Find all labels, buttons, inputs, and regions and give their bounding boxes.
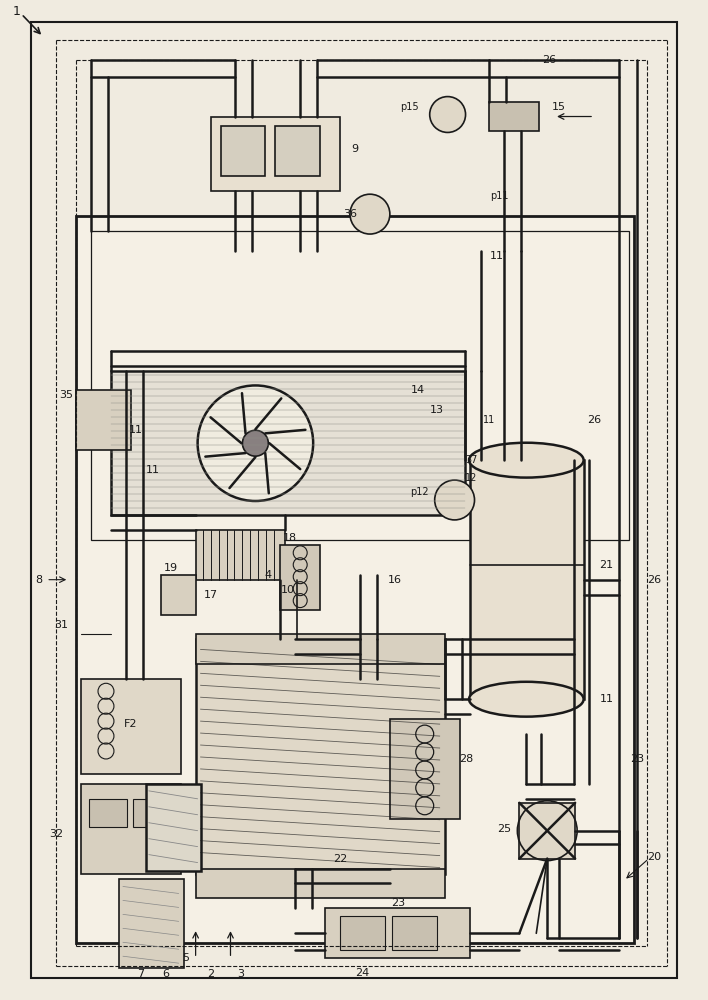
Circle shape bbox=[435, 480, 474, 520]
Text: 14: 14 bbox=[411, 385, 425, 395]
Bar bbox=[392, 916, 437, 950]
Bar bbox=[220, 126, 266, 176]
Bar bbox=[489, 102, 539, 131]
Bar bbox=[325, 908, 469, 958]
Ellipse shape bbox=[469, 443, 583, 478]
Text: 10: 10 bbox=[281, 585, 295, 595]
Bar bbox=[390, 719, 459, 819]
Text: 15: 15 bbox=[552, 102, 566, 112]
Text: p12: p12 bbox=[411, 487, 429, 497]
Text: 17: 17 bbox=[203, 590, 217, 600]
Text: 1: 1 bbox=[13, 5, 21, 18]
Text: 23: 23 bbox=[630, 754, 644, 764]
Circle shape bbox=[350, 194, 390, 234]
Text: 6: 6 bbox=[162, 969, 169, 979]
Text: 25: 25 bbox=[497, 824, 511, 834]
Text: 26: 26 bbox=[542, 55, 556, 65]
Circle shape bbox=[430, 97, 466, 132]
Circle shape bbox=[242, 430, 268, 456]
Text: 21: 21 bbox=[599, 560, 613, 570]
Bar bbox=[280, 545, 320, 610]
Bar bbox=[195, 530, 285, 580]
Text: 11: 11 bbox=[600, 694, 614, 704]
Text: p15: p15 bbox=[401, 102, 419, 112]
Ellipse shape bbox=[469, 682, 583, 717]
Bar bbox=[195, 869, 445, 898]
Bar bbox=[275, 126, 320, 176]
Text: 35: 35 bbox=[59, 390, 73, 400]
Bar bbox=[119, 879, 183, 968]
Bar bbox=[89, 799, 127, 827]
Bar bbox=[195, 634, 445, 664]
Text: 20: 20 bbox=[646, 852, 661, 862]
Bar bbox=[161, 575, 195, 615]
Bar bbox=[340, 916, 385, 950]
Text: 37: 37 bbox=[465, 455, 478, 465]
Text: 8: 8 bbox=[35, 575, 42, 585]
Text: 4: 4 bbox=[265, 570, 272, 580]
Text: 9: 9 bbox=[351, 144, 358, 154]
Text: 3: 3 bbox=[237, 969, 244, 979]
Text: 11: 11 bbox=[489, 251, 503, 261]
Text: 23: 23 bbox=[391, 898, 405, 908]
Text: 2: 2 bbox=[207, 969, 214, 979]
Text: 24: 24 bbox=[355, 968, 369, 978]
Text: 26: 26 bbox=[587, 415, 601, 425]
Bar bbox=[76, 216, 634, 943]
Circle shape bbox=[198, 385, 313, 501]
Bar bbox=[81, 784, 181, 874]
Bar bbox=[210, 117, 340, 191]
Bar bbox=[76, 390, 131, 450]
Text: 5: 5 bbox=[182, 953, 189, 963]
Text: 13: 13 bbox=[430, 405, 444, 415]
Text: 28: 28 bbox=[459, 754, 474, 764]
Text: 18: 18 bbox=[283, 533, 297, 543]
Text: 19: 19 bbox=[164, 563, 178, 573]
Bar bbox=[133, 799, 171, 827]
Text: 36: 36 bbox=[343, 209, 357, 219]
Text: p11: p11 bbox=[490, 191, 508, 201]
Text: 11: 11 bbox=[484, 415, 496, 425]
Text: 11: 11 bbox=[129, 425, 143, 435]
Text: 26: 26 bbox=[646, 575, 661, 585]
Text: F2: F2 bbox=[124, 719, 137, 729]
Text: 11: 11 bbox=[146, 465, 160, 475]
Bar bbox=[195, 639, 445, 874]
Text: 22: 22 bbox=[333, 854, 347, 864]
Bar bbox=[520, 803, 575, 859]
Text: 31: 31 bbox=[54, 620, 68, 630]
Bar bbox=[146, 784, 200, 871]
Text: 32: 32 bbox=[49, 829, 63, 839]
Bar bbox=[91, 231, 629, 540]
Text: 12: 12 bbox=[465, 473, 478, 483]
Text: 7: 7 bbox=[137, 969, 144, 979]
Bar bbox=[469, 460, 584, 699]
Bar bbox=[111, 371, 464, 515]
Text: 16: 16 bbox=[388, 575, 402, 585]
Bar bbox=[81, 679, 181, 774]
